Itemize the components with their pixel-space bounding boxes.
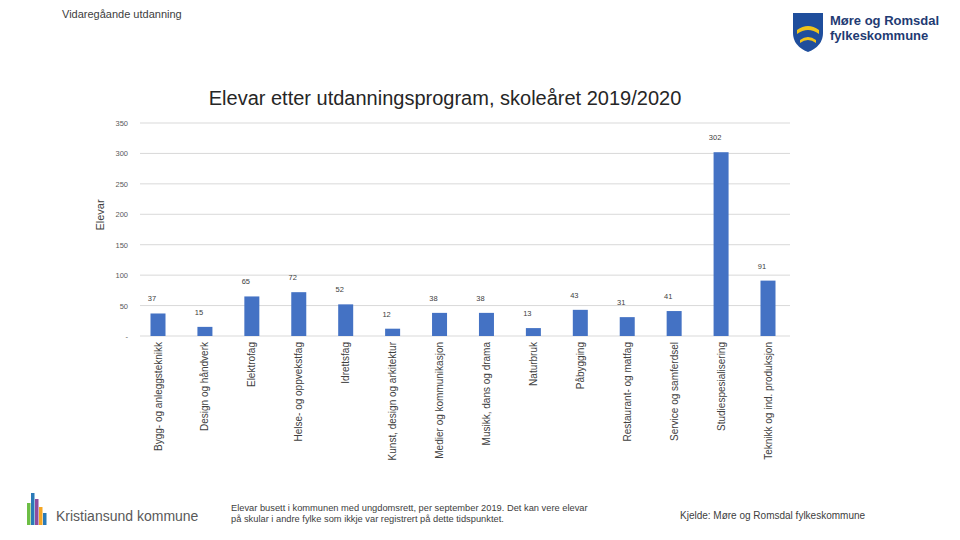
x-tick-label: Teknikk og ind. produksjon xyxy=(763,342,774,460)
y-tick-label: 200 xyxy=(115,210,128,219)
logo-bar xyxy=(35,499,39,525)
x-tick-label: Design og håndverk xyxy=(199,341,210,431)
bar xyxy=(197,327,212,336)
y-tick-label: 50 xyxy=(120,302,128,311)
bar xyxy=(761,281,776,336)
y-tick-label: 150 xyxy=(115,241,128,250)
chart-title: Elevar etter utdanningsprogram, skoleåre… xyxy=(209,87,682,109)
data-label: 43 xyxy=(570,291,578,300)
grid-line xyxy=(140,275,790,276)
x-tick-label: Kunst, design og arkitektur xyxy=(387,341,398,460)
y-tick-label: 300 xyxy=(115,149,128,158)
municipality: Kristiansund kommune xyxy=(56,508,199,524)
note: på skular i andre fylke som ikkje var re… xyxy=(231,514,504,524)
grid-line xyxy=(140,244,790,245)
data-label: 72 xyxy=(289,273,297,282)
header: Vidaregåande utdanning xyxy=(62,8,182,20)
data-label: 302 xyxy=(709,133,722,142)
bar xyxy=(338,304,353,336)
y-tick-label: 250 xyxy=(115,180,128,189)
x-tick-label: Restaurant- og matfag xyxy=(622,342,633,442)
grid-line xyxy=(140,153,790,154)
x-tick-label: Idrettsfag xyxy=(340,342,351,384)
grid-line xyxy=(140,123,790,124)
logo-detail xyxy=(797,26,819,34)
grid-line xyxy=(140,183,790,184)
x-tick-label: Påbygging xyxy=(575,342,586,389)
data-label: 91 xyxy=(758,262,766,271)
x-tick-label: Bygg- og anleggsteknikk xyxy=(153,341,164,451)
data-label: 12 xyxy=(382,310,390,319)
data-label: 38 xyxy=(476,294,484,303)
y-tick-label: 350 xyxy=(115,119,128,128)
data-label: 15 xyxy=(195,308,203,317)
note: Elevar busett i kommunen med ungdomsrett… xyxy=(231,503,588,513)
grid-line xyxy=(140,305,790,306)
data-label: 37 xyxy=(148,294,156,303)
bar xyxy=(479,313,494,336)
logo: Møre og Romsdalfylkeskommune xyxy=(793,13,939,52)
bars xyxy=(151,152,776,336)
y-tick-label: - xyxy=(126,332,129,341)
data-label: 31 xyxy=(617,298,625,307)
bar xyxy=(385,329,400,336)
data-label: 65 xyxy=(242,277,250,286)
logo-bar xyxy=(31,493,35,525)
logo-text: fylkeskommune xyxy=(830,28,928,43)
x-tick-label: Elektrofag xyxy=(246,342,257,387)
y-tick-label: 100 xyxy=(115,271,128,280)
bar xyxy=(714,152,729,336)
logo-bar xyxy=(27,503,31,525)
data-label: 38 xyxy=(429,294,437,303)
logo-bar xyxy=(43,513,47,525)
page: Vidaregåande utdanning Møre og Romsdalfyl… xyxy=(0,0,960,540)
bar xyxy=(244,296,259,336)
logo-shield xyxy=(793,13,823,52)
grid-line xyxy=(140,214,790,215)
x-tick-label: Musikk, dans og drama xyxy=(481,342,492,446)
x-tick-label: Service og samferdsel xyxy=(669,342,680,441)
bar xyxy=(432,313,447,336)
bar xyxy=(291,292,306,336)
logo-text: Møre og Romsdal xyxy=(830,13,939,28)
x-tick-label: Studiespesialisering xyxy=(716,342,727,431)
x-tick-label: Helse- og oppvekstfag xyxy=(293,342,304,442)
source: Kjelde: Møre og Romsdal fylkeskommune xyxy=(680,510,866,521)
bar xyxy=(667,311,682,336)
y-axis-label: Elevar xyxy=(94,199,106,231)
x-tick-label: Medier og kommunikasjon xyxy=(434,342,445,459)
bar xyxy=(151,313,166,336)
x-tick-label: Naturbruk xyxy=(528,341,539,386)
bar xyxy=(526,328,541,336)
bar xyxy=(620,317,635,336)
bar xyxy=(573,310,588,336)
data-label: 13 xyxy=(523,309,531,318)
logo-detail xyxy=(800,37,816,43)
logo-bar xyxy=(39,507,43,525)
municipality-logo xyxy=(27,493,47,525)
data-label: 52 xyxy=(336,285,344,294)
grid xyxy=(140,123,790,336)
data-label: 41 xyxy=(664,292,672,301)
grid-line xyxy=(140,336,790,337)
